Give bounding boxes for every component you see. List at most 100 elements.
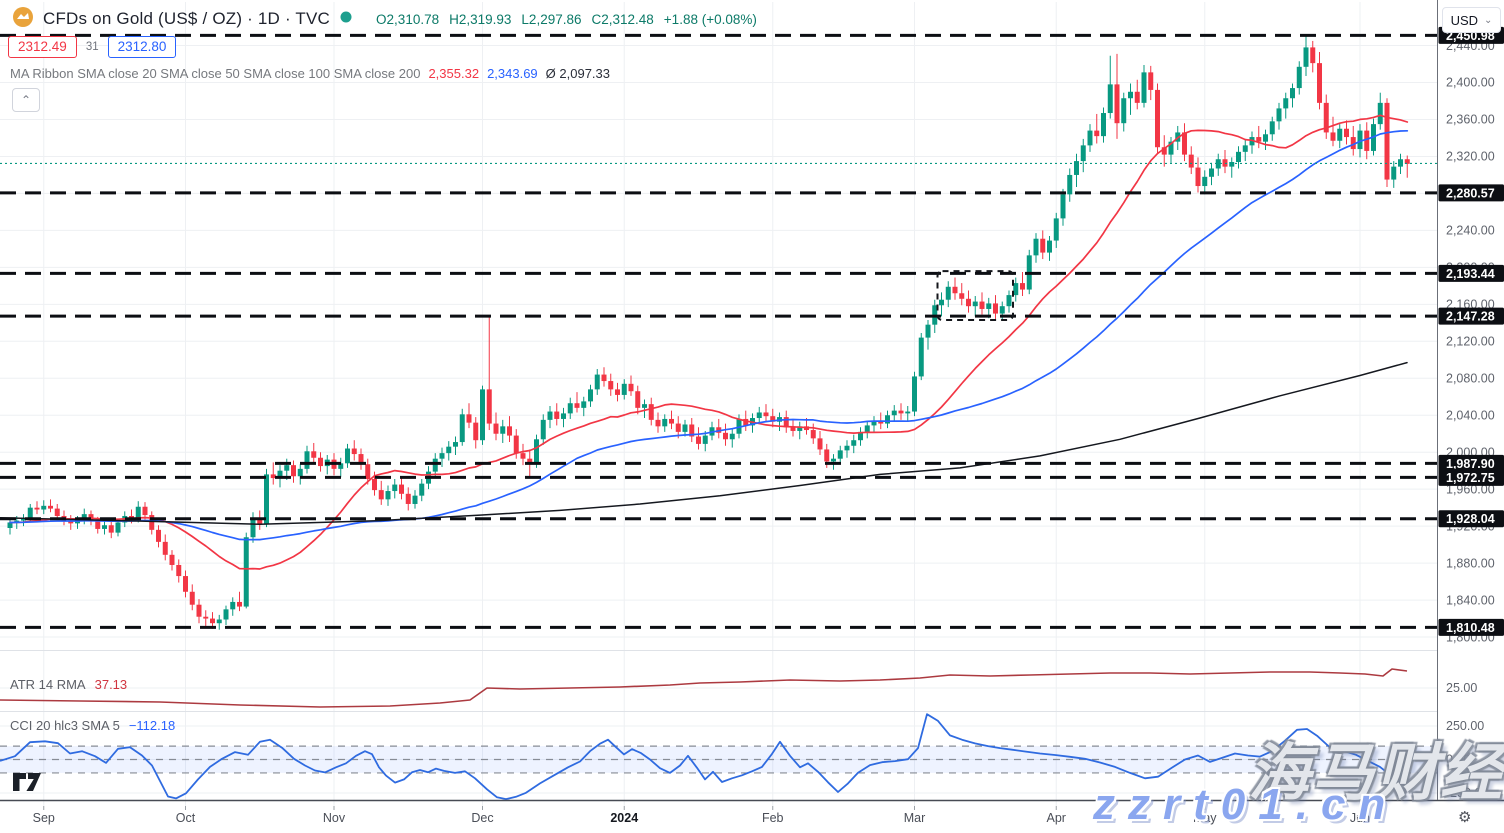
collapse-legend-button[interactable]: ⌃ <box>12 88 40 112</box>
candle[interactable] <box>453 436 458 455</box>
candle[interactable] <box>1013 277 1019 302</box>
candle[interactable] <box>486 317 492 431</box>
candle[interactable] <box>669 410 674 430</box>
candle[interactable] <box>520 443 526 466</box>
candle[interactable] <box>594 369 600 395</box>
candle[interactable] <box>1195 157 1201 193</box>
time-axis-label[interactable]: 2024 <box>610 811 638 825</box>
time-axis-label[interactable]: Nov <box>323 811 346 825</box>
candle[interactable] <box>176 559 182 583</box>
candle[interactable] <box>844 440 850 458</box>
candle[interactable] <box>837 445 843 465</box>
candle[interactable] <box>473 417 479 449</box>
candle[interactable] <box>466 403 472 429</box>
candle[interactable] <box>1344 120 1349 145</box>
candle[interactable] <box>871 416 877 433</box>
time-axis-label[interactable]: Feb <box>762 811 784 825</box>
candle[interactable] <box>885 410 890 429</box>
candle[interactable] <box>1404 155 1410 178</box>
candle[interactable] <box>230 597 236 616</box>
candle[interactable] <box>1222 149 1228 174</box>
candle[interactable] <box>763 404 769 422</box>
candle[interactable] <box>1337 124 1343 149</box>
candle[interactable] <box>642 399 647 419</box>
candle[interactable] <box>540 414 546 445</box>
candle[interactable] <box>507 416 512 443</box>
candle[interactable] <box>68 515 74 530</box>
candle[interactable] <box>81 508 87 525</box>
candle[interactable] <box>959 283 965 306</box>
candle[interactable] <box>1020 271 1025 297</box>
candle[interactable] <box>1134 79 1140 110</box>
candle[interactable] <box>1364 122 1370 160</box>
candle[interactable] <box>635 385 641 415</box>
time-axis-label[interactable]: May <box>1193 811 1217 825</box>
candle[interactable] <box>1101 107 1106 143</box>
candle[interactable] <box>628 375 634 396</box>
candle[interactable] <box>891 405 897 422</box>
candle[interactable] <box>952 277 958 300</box>
currency-selector[interactable]: USD ⌄ <box>1442 7 1501 33</box>
candle[interactable] <box>500 419 506 443</box>
candle[interactable] <box>412 490 418 509</box>
candle[interactable] <box>716 418 722 439</box>
candle[interactable] <box>1236 146 1241 169</box>
candle[interactable] <box>1290 83 1295 108</box>
candle[interactable] <box>817 430 823 455</box>
candle[interactable] <box>1121 92 1127 132</box>
candle[interactable] <box>169 550 175 571</box>
candle[interactable] <box>1330 116 1336 147</box>
candle[interactable] <box>574 392 580 413</box>
candle[interactable] <box>1215 153 1221 176</box>
candle[interactable] <box>405 487 411 511</box>
candle[interactable] <box>918 332 924 381</box>
candle[interactable] <box>1384 98 1390 187</box>
candle[interactable] <box>905 406 911 422</box>
candle[interactable] <box>385 485 391 506</box>
ma-ribbon-legend[interactable]: MA Ribbon SMA close 20 SMA close 50 SMA … <box>10 66 610 81</box>
candle[interactable] <box>1323 94 1329 139</box>
candle[interactable] <box>1229 157 1235 178</box>
candle[interactable] <box>291 460 296 483</box>
candle[interactable] <box>1350 125 1356 156</box>
candle[interactable] <box>399 477 404 500</box>
candle[interactable] <box>1256 125 1262 149</box>
candle[interactable] <box>783 410 789 433</box>
candle[interactable] <box>34 501 40 515</box>
candle[interactable] <box>1202 170 1208 195</box>
candle[interactable] <box>493 412 499 441</box>
candle[interactable] <box>655 412 661 433</box>
candle[interactable] <box>851 434 857 454</box>
candle[interactable] <box>1303 36 1309 77</box>
candle[interactable] <box>723 423 728 446</box>
time-axis-label[interactable]: Oct <box>176 811 196 825</box>
candle[interactable] <box>864 420 870 439</box>
buy-button[interactable]: 2312.80 <box>107 36 177 58</box>
time-axis-label[interactable]: Apr <box>1047 811 1066 825</box>
candle[interactable] <box>270 462 276 485</box>
candle[interactable] <box>1188 146 1194 175</box>
candle[interactable] <box>1148 65 1154 101</box>
candle[interactable] <box>304 445 310 474</box>
time-axis-label[interactable]: Dec <box>471 811 493 825</box>
candle[interactable] <box>156 525 161 548</box>
candle[interactable] <box>149 511 155 535</box>
candle[interactable] <box>925 320 931 350</box>
candle[interactable] <box>790 418 796 437</box>
candle[interactable] <box>588 384 593 407</box>
candle[interactable] <box>196 599 202 624</box>
candle[interactable] <box>459 408 465 446</box>
candle[interactable] <box>729 429 735 448</box>
candle[interactable] <box>554 403 560 426</box>
candle[interactable] <box>392 479 398 499</box>
candle[interactable] <box>1283 92 1289 119</box>
sell-button[interactable]: 2312.49 <box>8 36 77 58</box>
candle[interactable] <box>1128 83 1133 115</box>
candle[interactable] <box>1168 137 1174 163</box>
candle[interactable] <box>345 443 350 468</box>
candle[interactable] <box>297 464 303 485</box>
candle[interactable] <box>682 419 688 437</box>
candle[interactable] <box>912 371 917 417</box>
candle[interactable] <box>1182 123 1187 162</box>
candle[interactable] <box>365 458 371 485</box>
